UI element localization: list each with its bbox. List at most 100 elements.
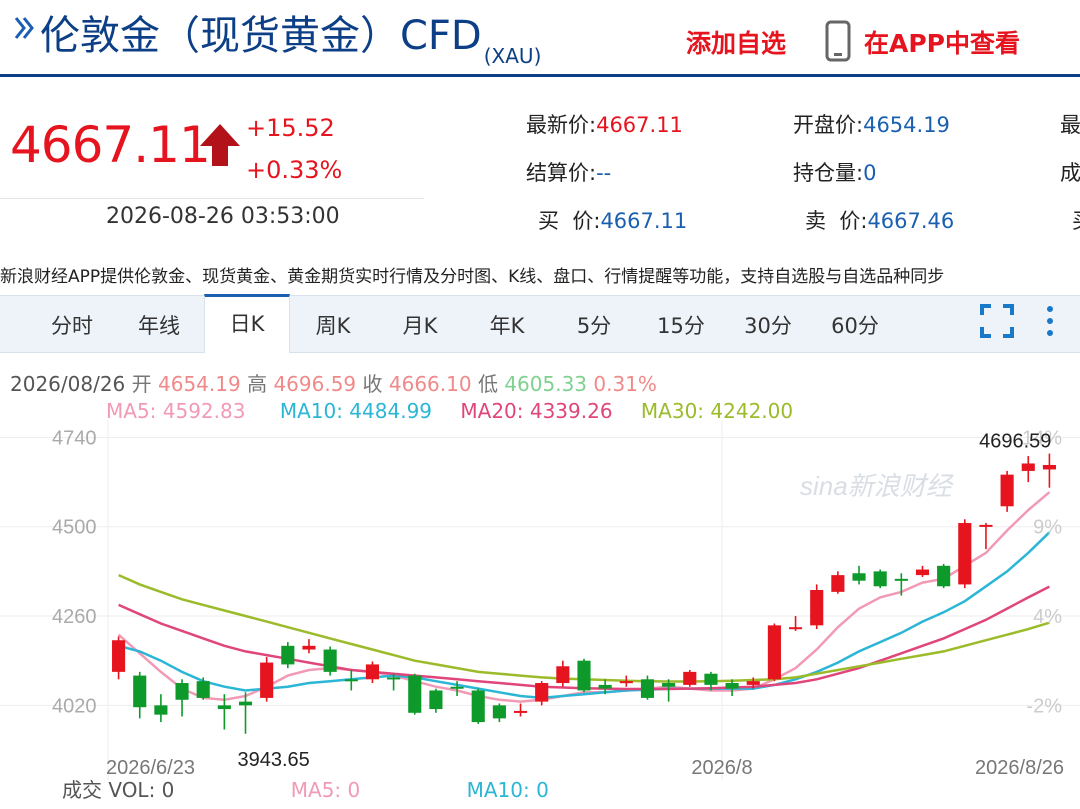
candle-body bbox=[281, 645, 295, 665]
page-header: 伦敦金（现货黄金）CFD (XAU) 添加自选 在APP中查看 bbox=[0, 0, 1080, 77]
candle-body bbox=[746, 681, 760, 685]
candle-body bbox=[831, 575, 845, 592]
page-title: 伦敦金（现货黄金）CFD (XAU) bbox=[40, 13, 542, 68]
divider bbox=[0, 198, 424, 199]
candles bbox=[112, 453, 1056, 734]
candle-body bbox=[852, 573, 866, 581]
quote-field-truncated-1: 最 bbox=[1060, 113, 1080, 137]
quote-field-open-interest: 持仓量:0 bbox=[793, 161, 877, 185]
candle-body bbox=[133, 675, 147, 708]
watermark: sina新浪财经 bbox=[800, 471, 955, 501]
x-tick-label: 2026/8 bbox=[691, 757, 752, 779]
price-change-percent: +0.33% bbox=[246, 156, 343, 184]
tab-15min[interactable]: 15分 bbox=[657, 314, 705, 338]
phone-icon[interactable] bbox=[824, 20, 852, 62]
candle-body bbox=[767, 625, 781, 680]
tab-30min[interactable]: 30分 bbox=[744, 314, 792, 338]
candle-body bbox=[344, 679, 358, 682]
candle-body bbox=[1042, 464, 1056, 470]
candle-body bbox=[810, 590, 824, 626]
legend-ma5: MA5: 4592.83 bbox=[106, 399, 246, 423]
ma-legend: MA5: 4592.83 MA10: 4484.99 MA20: 4339.26… bbox=[106, 399, 793, 423]
candle-body bbox=[1021, 463, 1035, 471]
last-price: 4667.11 bbox=[10, 116, 211, 174]
tab-monthly-k[interactable]: 月K bbox=[402, 314, 438, 338]
ohlc-open: 4654.19 bbox=[158, 372, 241, 396]
quote-field-bid: 买 价:4667.11 bbox=[538, 209, 688, 233]
app-promo-notice[interactable]: 新浪财经APP提供伦敦金、现货黄金、黄金期货实时行情及分时图、K线、盘口、行情提… bbox=[0, 267, 945, 287]
candle-body bbox=[788, 627, 803, 630]
ohlc-date: 2026/08/26 bbox=[10, 372, 126, 396]
candlestick-chart[interactable]: sina新浪财经 4740 14% 4500 9% 4260 4% 4020 -2% 4696.… bbox=[0, 420, 1080, 780]
candle-body bbox=[683, 671, 697, 685]
tab-intraday[interactable]: 分时 bbox=[51, 314, 93, 338]
x-tick-label: 2026/6/23 bbox=[106, 757, 195, 779]
quote-field-settle: 结算价:-- bbox=[526, 161, 612, 185]
volume-ma10: MA10: 0 bbox=[466, 778, 549, 802]
candle-body bbox=[598, 684, 612, 689]
add-to-watchlist-button[interactable]: 添加自选 bbox=[686, 29, 787, 58]
candle-body bbox=[302, 645, 316, 650]
y-tick-label: 4260 bbox=[52, 606, 97, 628]
candle-body bbox=[979, 524, 993, 527]
more-options-icon[interactable] bbox=[1043, 304, 1057, 338]
candle-body bbox=[238, 701, 253, 706]
quote-field-open: 开盘价:4654.19 bbox=[793, 113, 950, 137]
tab-5min[interactable]: 5分 bbox=[576, 314, 612, 338]
candle-body bbox=[725, 683, 739, 689]
title-symbol: (XAU) bbox=[483, 44, 542, 68]
tab-yearly-k[interactable]: 年K bbox=[489, 314, 525, 338]
quote-field-truncated-2: 成 bbox=[1060, 161, 1080, 185]
ohlc-info: 2026/08/26 开 4654.19 高 4696.59 收 4666.10… bbox=[10, 368, 657, 397]
tab-daily-k[interactable]: 日K bbox=[204, 294, 290, 353]
ohlc-close-label: 收 bbox=[362, 372, 383, 396]
tab-60min[interactable]: 60分 bbox=[831, 314, 879, 338]
ohlc-close: 4666.10 bbox=[388, 372, 472, 396]
quote-field-truncated-3: 买 bbox=[1072, 205, 1080, 235]
ohlc-low: 4605.33 bbox=[504, 372, 588, 396]
quote-timestamp: 2026-08-26 03:53:00 bbox=[106, 204, 340, 229]
quote-field-latest: 最新价:4667.11 bbox=[526, 113, 683, 137]
candle-body bbox=[471, 690, 485, 723]
candle-body bbox=[556, 666, 570, 684]
candle-body bbox=[196, 681, 210, 698]
candle-body bbox=[408, 675, 422, 713]
y-tick-label: 4020 bbox=[52, 695, 97, 717]
volume-legend: 成交 VOL: 0 MA5: 0 MA10: 0 bbox=[62, 774, 549, 803]
tab-weekly-k[interactable]: 周K bbox=[315, 314, 351, 338]
candle-body bbox=[937, 565, 951, 587]
volume-label: 成交 bbox=[62, 778, 102, 802]
view-in-app-button[interactable]: 在APP中查看 bbox=[864, 29, 1020, 58]
candle-body bbox=[112, 640, 126, 672]
ohlc-open-label: 开 bbox=[131, 372, 152, 396]
candle-body bbox=[387, 677, 401, 680]
candle-body bbox=[873, 571, 887, 587]
candle-body bbox=[365, 664, 380, 680]
y-tick-label: 4740 bbox=[52, 427, 97, 449]
candle-body bbox=[175, 683, 189, 700]
quote-field-ask: 卖 价:4667.46 bbox=[805, 209, 955, 233]
min-price-label: 3943.65 bbox=[238, 749, 310, 771]
max-price-label: 4696.59 bbox=[979, 431, 1051, 453]
price-change: +15.52 bbox=[246, 114, 335, 142]
right-tick-label: -2% bbox=[1026, 695, 1062, 717]
double-chevron-icon bbox=[14, 17, 34, 39]
candle-body bbox=[450, 686, 464, 689]
tab-year-line[interactable]: 年线 bbox=[138, 314, 180, 338]
legend-ma10: MA10: 4484.99 bbox=[279, 399, 433, 423]
candle-body bbox=[577, 660, 591, 691]
candle-body bbox=[323, 649, 337, 672]
legend-ma20: MA20: 4339.26 bbox=[460, 399, 613, 423]
y-tick-label: 4500 bbox=[52, 517, 97, 539]
chart-labels: 4740 14% 4500 9% 4260 4% 4020 -2% 4696.59 3943.65… bbox=[52, 427, 1064, 779]
ohlc-high: 4696.59 bbox=[273, 372, 357, 396]
candle-body bbox=[429, 690, 443, 710]
volume-ma5: MA5: 0 bbox=[290, 778, 361, 802]
candle-body bbox=[260, 662, 274, 698]
candle-body bbox=[894, 578, 908, 581]
candle-body bbox=[217, 705, 231, 710]
ohlc-low-label: 低 bbox=[477, 372, 498, 396]
fullscreen-icon[interactable] bbox=[980, 304, 1014, 338]
candle-body bbox=[154, 705, 168, 715]
right-tick-label: 9% bbox=[1033, 517, 1062, 539]
